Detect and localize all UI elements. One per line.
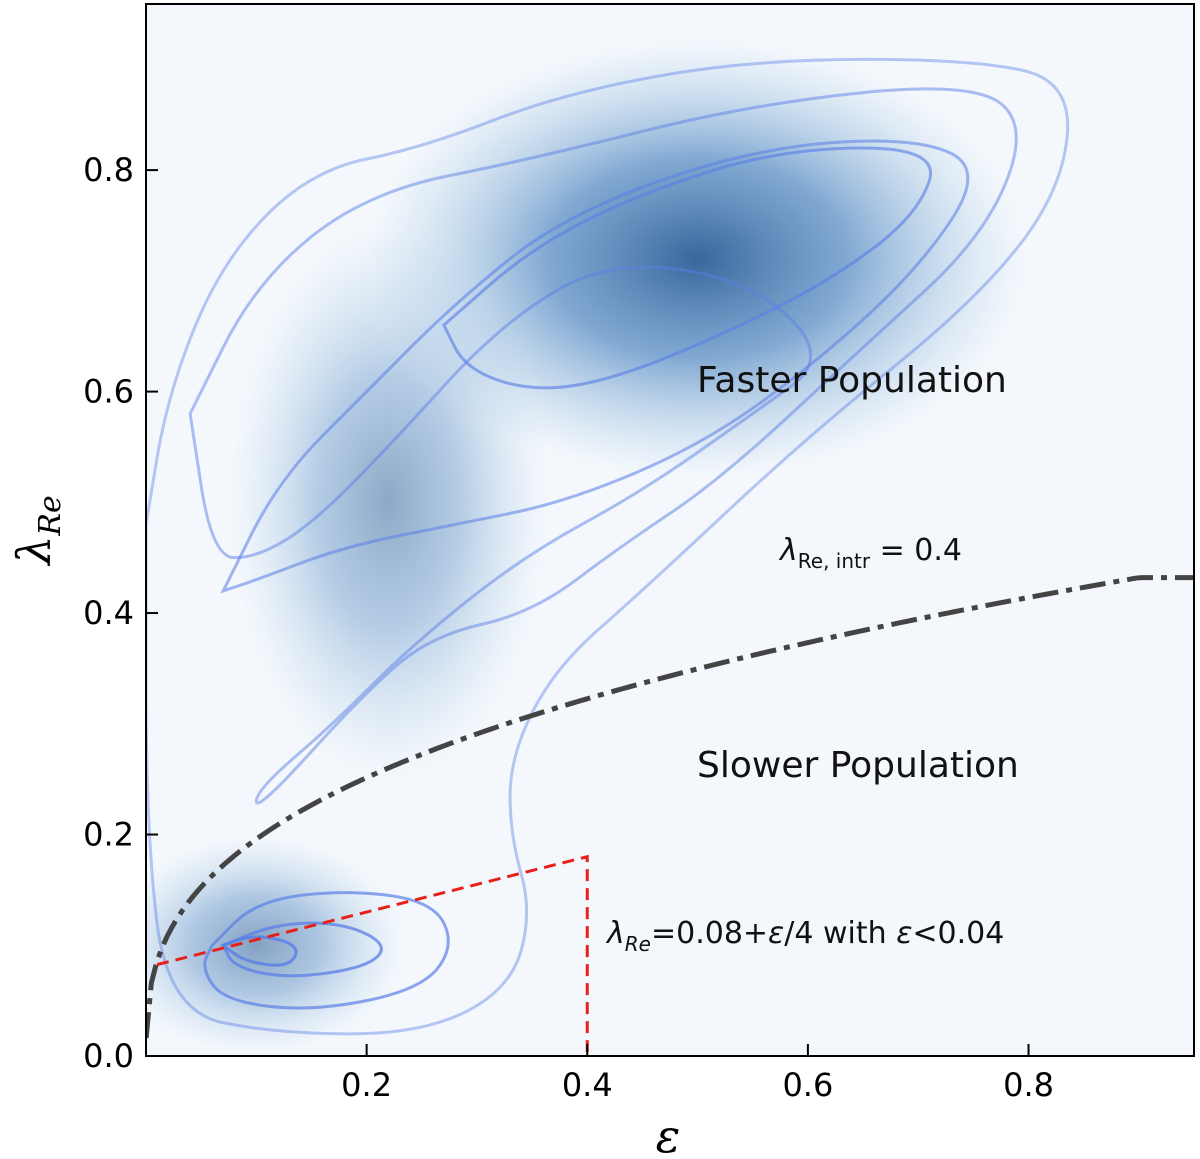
density-contours	[146, 57, 1070, 1036]
contour-line	[220, 139, 970, 594]
y-axis-label-sub: Re	[33, 495, 68, 536]
slow-region-formula: λRe=0.08+ε/4 with ε<0.04	[605, 916, 1004, 956]
x-axis-label: ε	[656, 1109, 681, 1159]
plot-frame	[145, 3, 1195, 1057]
plot-area	[146, 4, 1194, 1056]
x-tick-label: 0.8	[1003, 1066, 1054, 1104]
contour-line	[220, 935, 298, 967]
x-tick-label: 0.6	[782, 1066, 833, 1104]
x-axis-ticks: 0.2 0.4 0.6 0.8	[341, 1044, 1054, 1104]
y-tick-label: 0.4	[83, 594, 134, 632]
x-tick-label: 0.4	[562, 1066, 613, 1104]
contour-line	[221, 921, 383, 978]
y-axis-label-main: λ	[7, 536, 61, 567]
contour-line	[146, 57, 1070, 1036]
y-tick-label: 0.6	[83, 373, 134, 411]
intrinsic-lambda-curve	[146, 575, 1194, 1039]
svg-text:λRe: λRe	[7, 495, 68, 567]
intrinsic-curve-label: λRe, intr = 0.4	[778, 533, 962, 573]
x-tick-label: 0.2	[341, 1066, 392, 1104]
contour-line	[203, 891, 450, 1010]
y-axis-ticks: 0.0 0.2 0.4 0.6 0.8	[83, 151, 158, 1075]
y-tick-label: 0.0	[83, 1037, 134, 1075]
faster-population-label: Faster Population	[697, 360, 1007, 401]
y-axis-label: λRe	[7, 495, 68, 567]
density-peak	[146, 835, 407, 1056]
slow-rotator-boundary	[156, 854, 589, 1056]
y-tick-label: 0.8	[83, 151, 134, 189]
contour-line	[441, 146, 933, 390]
slower-population-label: Slower Population	[697, 745, 1019, 786]
y-tick-label: 0.2	[83, 816, 134, 854]
contour-line	[188, 87, 1018, 805]
density-peak	[228, 222, 549, 783]
